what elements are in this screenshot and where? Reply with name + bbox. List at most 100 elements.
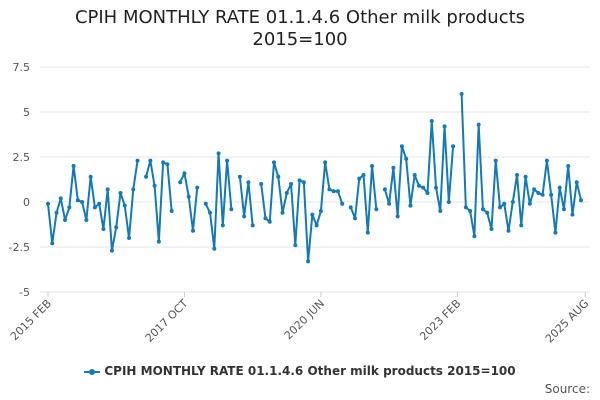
data-point[interactable] <box>446 200 451 204</box>
data-point[interactable] <box>416 183 421 188</box>
legend[interactable]: CPIH MONTHLY RATE 01.1.4.6 Other milk pr… <box>0 364 600 378</box>
data-point[interactable] <box>459 92 464 96</box>
data-point[interactable] <box>63 218 68 222</box>
data-point[interactable] <box>365 230 370 235</box>
data-point[interactable] <box>429 119 434 123</box>
data-point[interactable] <box>237 174 242 179</box>
data-point[interactable] <box>523 174 528 179</box>
data-point[interactable] <box>186 194 191 199</box>
data-point[interactable] <box>118 191 123 195</box>
data-point[interactable] <box>88 174 93 179</box>
data-point[interactable] <box>497 205 502 210</box>
data-point[interactable] <box>297 178 302 183</box>
data-point[interactable] <box>71 164 76 168</box>
data-point[interactable] <box>323 160 328 165</box>
data-point[interactable] <box>348 205 353 210</box>
data-point[interactable] <box>391 165 396 170</box>
data-point[interactable] <box>314 223 319 228</box>
data-point[interactable] <box>284 191 289 195</box>
data-point[interactable] <box>148 158 153 163</box>
data-point[interactable] <box>374 207 379 212</box>
data-point[interactable] <box>306 259 311 264</box>
data-point[interactable] <box>165 162 170 167</box>
data-point[interactable] <box>190 228 195 233</box>
data-point[interactable] <box>178 180 183 185</box>
data-point[interactable] <box>553 230 558 235</box>
data-point[interactable] <box>208 210 213 215</box>
data-point[interactable] <box>502 201 507 206</box>
data-point[interactable] <box>67 205 72 210</box>
data-point[interactable] <box>301 180 306 185</box>
data-point[interactable] <box>105 187 110 192</box>
data-point[interactable] <box>557 185 562 190</box>
data-point[interactable] <box>544 158 549 163</box>
data-point[interactable] <box>515 173 520 177</box>
data-point[interactable] <box>331 189 336 194</box>
data-point[interactable] <box>220 223 225 228</box>
data-point[interactable] <box>161 160 166 165</box>
data-point[interactable] <box>519 223 524 228</box>
data-point[interactable] <box>353 216 358 221</box>
data-point[interactable] <box>50 241 55 246</box>
data-point[interactable] <box>280 210 285 215</box>
data-point[interactable] <box>293 243 298 248</box>
data-point[interactable] <box>570 212 575 217</box>
data-point[interactable] <box>54 210 59 215</box>
data-point[interactable] <box>485 210 490 215</box>
data-point[interactable] <box>58 196 63 201</box>
data-point[interactable] <box>109 248 114 253</box>
data-point[interactable] <box>195 185 200 190</box>
data-point[interactable] <box>536 191 541 195</box>
data-point[interactable] <box>404 156 409 161</box>
data-point[interactable] <box>412 173 417 177</box>
data-point[interactable] <box>203 201 208 206</box>
data-point[interactable] <box>395 214 400 219</box>
data-point[interactable] <box>574 180 579 185</box>
data-point[interactable] <box>97 201 102 206</box>
data-point[interactable] <box>425 191 430 195</box>
data-point[interactable] <box>579 198 583 203</box>
data-point[interactable] <box>46 201 50 206</box>
data-point[interactable] <box>532 187 537 192</box>
data-point[interactable] <box>510 200 515 204</box>
data-point[interactable] <box>493 158 498 163</box>
data-point[interactable] <box>156 239 161 244</box>
data-point[interactable] <box>75 198 80 203</box>
data-point[interactable] <box>434 185 439 190</box>
data-point[interactable] <box>225 158 230 163</box>
data-point[interactable] <box>84 218 89 222</box>
data-point[interactable] <box>250 223 255 228</box>
data-point[interactable] <box>127 236 132 240</box>
data-point[interactable] <box>229 207 234 212</box>
data-point[interactable] <box>242 214 247 219</box>
data-point[interactable] <box>438 209 443 213</box>
data-point[interactable] <box>80 200 85 204</box>
data-point[interactable] <box>259 182 264 186</box>
data-point[interactable] <box>566 164 571 168</box>
data-point[interactable] <box>267 219 272 224</box>
data-point[interactable] <box>442 124 447 129</box>
data-point[interactable] <box>382 187 387 192</box>
data-point[interactable] <box>399 144 404 149</box>
data-point[interactable] <box>463 205 468 210</box>
data-point[interactable] <box>122 203 127 208</box>
data-point[interactable] <box>408 203 413 208</box>
data-point[interactable] <box>387 201 392 206</box>
data-point[interactable] <box>289 182 294 186</box>
data-point[interactable] <box>246 180 251 185</box>
data-point[interactable] <box>480 207 485 212</box>
data-point[interactable] <box>468 209 473 213</box>
data-point[interactable] <box>370 164 375 168</box>
data-point[interactable] <box>549 192 554 197</box>
data-point[interactable] <box>114 225 119 230</box>
data-point[interactable] <box>357 176 362 181</box>
data-point[interactable] <box>318 209 323 213</box>
data-point[interactable] <box>527 201 532 206</box>
data-point[interactable] <box>182 171 187 176</box>
data-point[interactable] <box>489 227 494 231</box>
data-point[interactable] <box>476 122 481 127</box>
data-point[interactable] <box>340 201 345 206</box>
data-point[interactable] <box>506 228 511 233</box>
data-point[interactable] <box>144 174 149 179</box>
data-point[interactable] <box>327 187 332 192</box>
